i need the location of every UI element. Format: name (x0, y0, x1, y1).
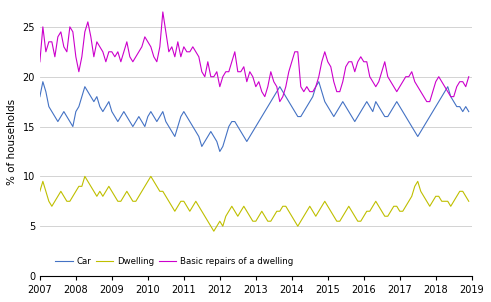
Dwelling (103, 189, 109, 193)
Legend: Car, Dwelling, Basic repairs of a dwelling: Car, Dwelling, Basic repairs of a dwelli… (53, 255, 296, 269)
Line: Dwelling: Dwelling (40, 176, 469, 231)
Car (37, 95, 43, 98)
Dwelling (172, 209, 178, 213)
Car (394, 100, 400, 103)
Basic repairs of a dwelling (37, 60, 43, 63)
Dwelling (67, 199, 73, 203)
Dwelling (82, 175, 88, 178)
Car (466, 110, 472, 113)
Dwelling (466, 199, 472, 203)
Basic repairs of a dwelling (388, 80, 394, 83)
Car (217, 149, 223, 153)
Dwelling (349, 209, 355, 213)
Y-axis label: % of households: % of households (7, 98, 17, 185)
Basic repairs of a dwelling (466, 75, 472, 79)
Dwelling (211, 229, 217, 233)
Line: Car: Car (40, 82, 469, 151)
Car (172, 135, 178, 138)
Basic repairs of a dwelling (67, 25, 73, 29)
Basic repairs of a dwelling (349, 60, 355, 63)
Dwelling (388, 209, 394, 213)
Car (388, 110, 394, 113)
Car (40, 80, 46, 83)
Dwelling (394, 204, 400, 208)
Line: Basic repairs of a dwelling: Basic repairs of a dwelling (40, 12, 469, 101)
Car (103, 105, 109, 108)
Car (70, 125, 76, 128)
Basic repairs of a dwelling (277, 100, 283, 103)
Car (349, 115, 355, 118)
Basic repairs of a dwelling (394, 90, 400, 93)
Basic repairs of a dwelling (172, 55, 178, 59)
Dwelling (37, 189, 43, 193)
Basic repairs of a dwelling (160, 10, 166, 14)
Basic repairs of a dwelling (100, 50, 106, 53)
